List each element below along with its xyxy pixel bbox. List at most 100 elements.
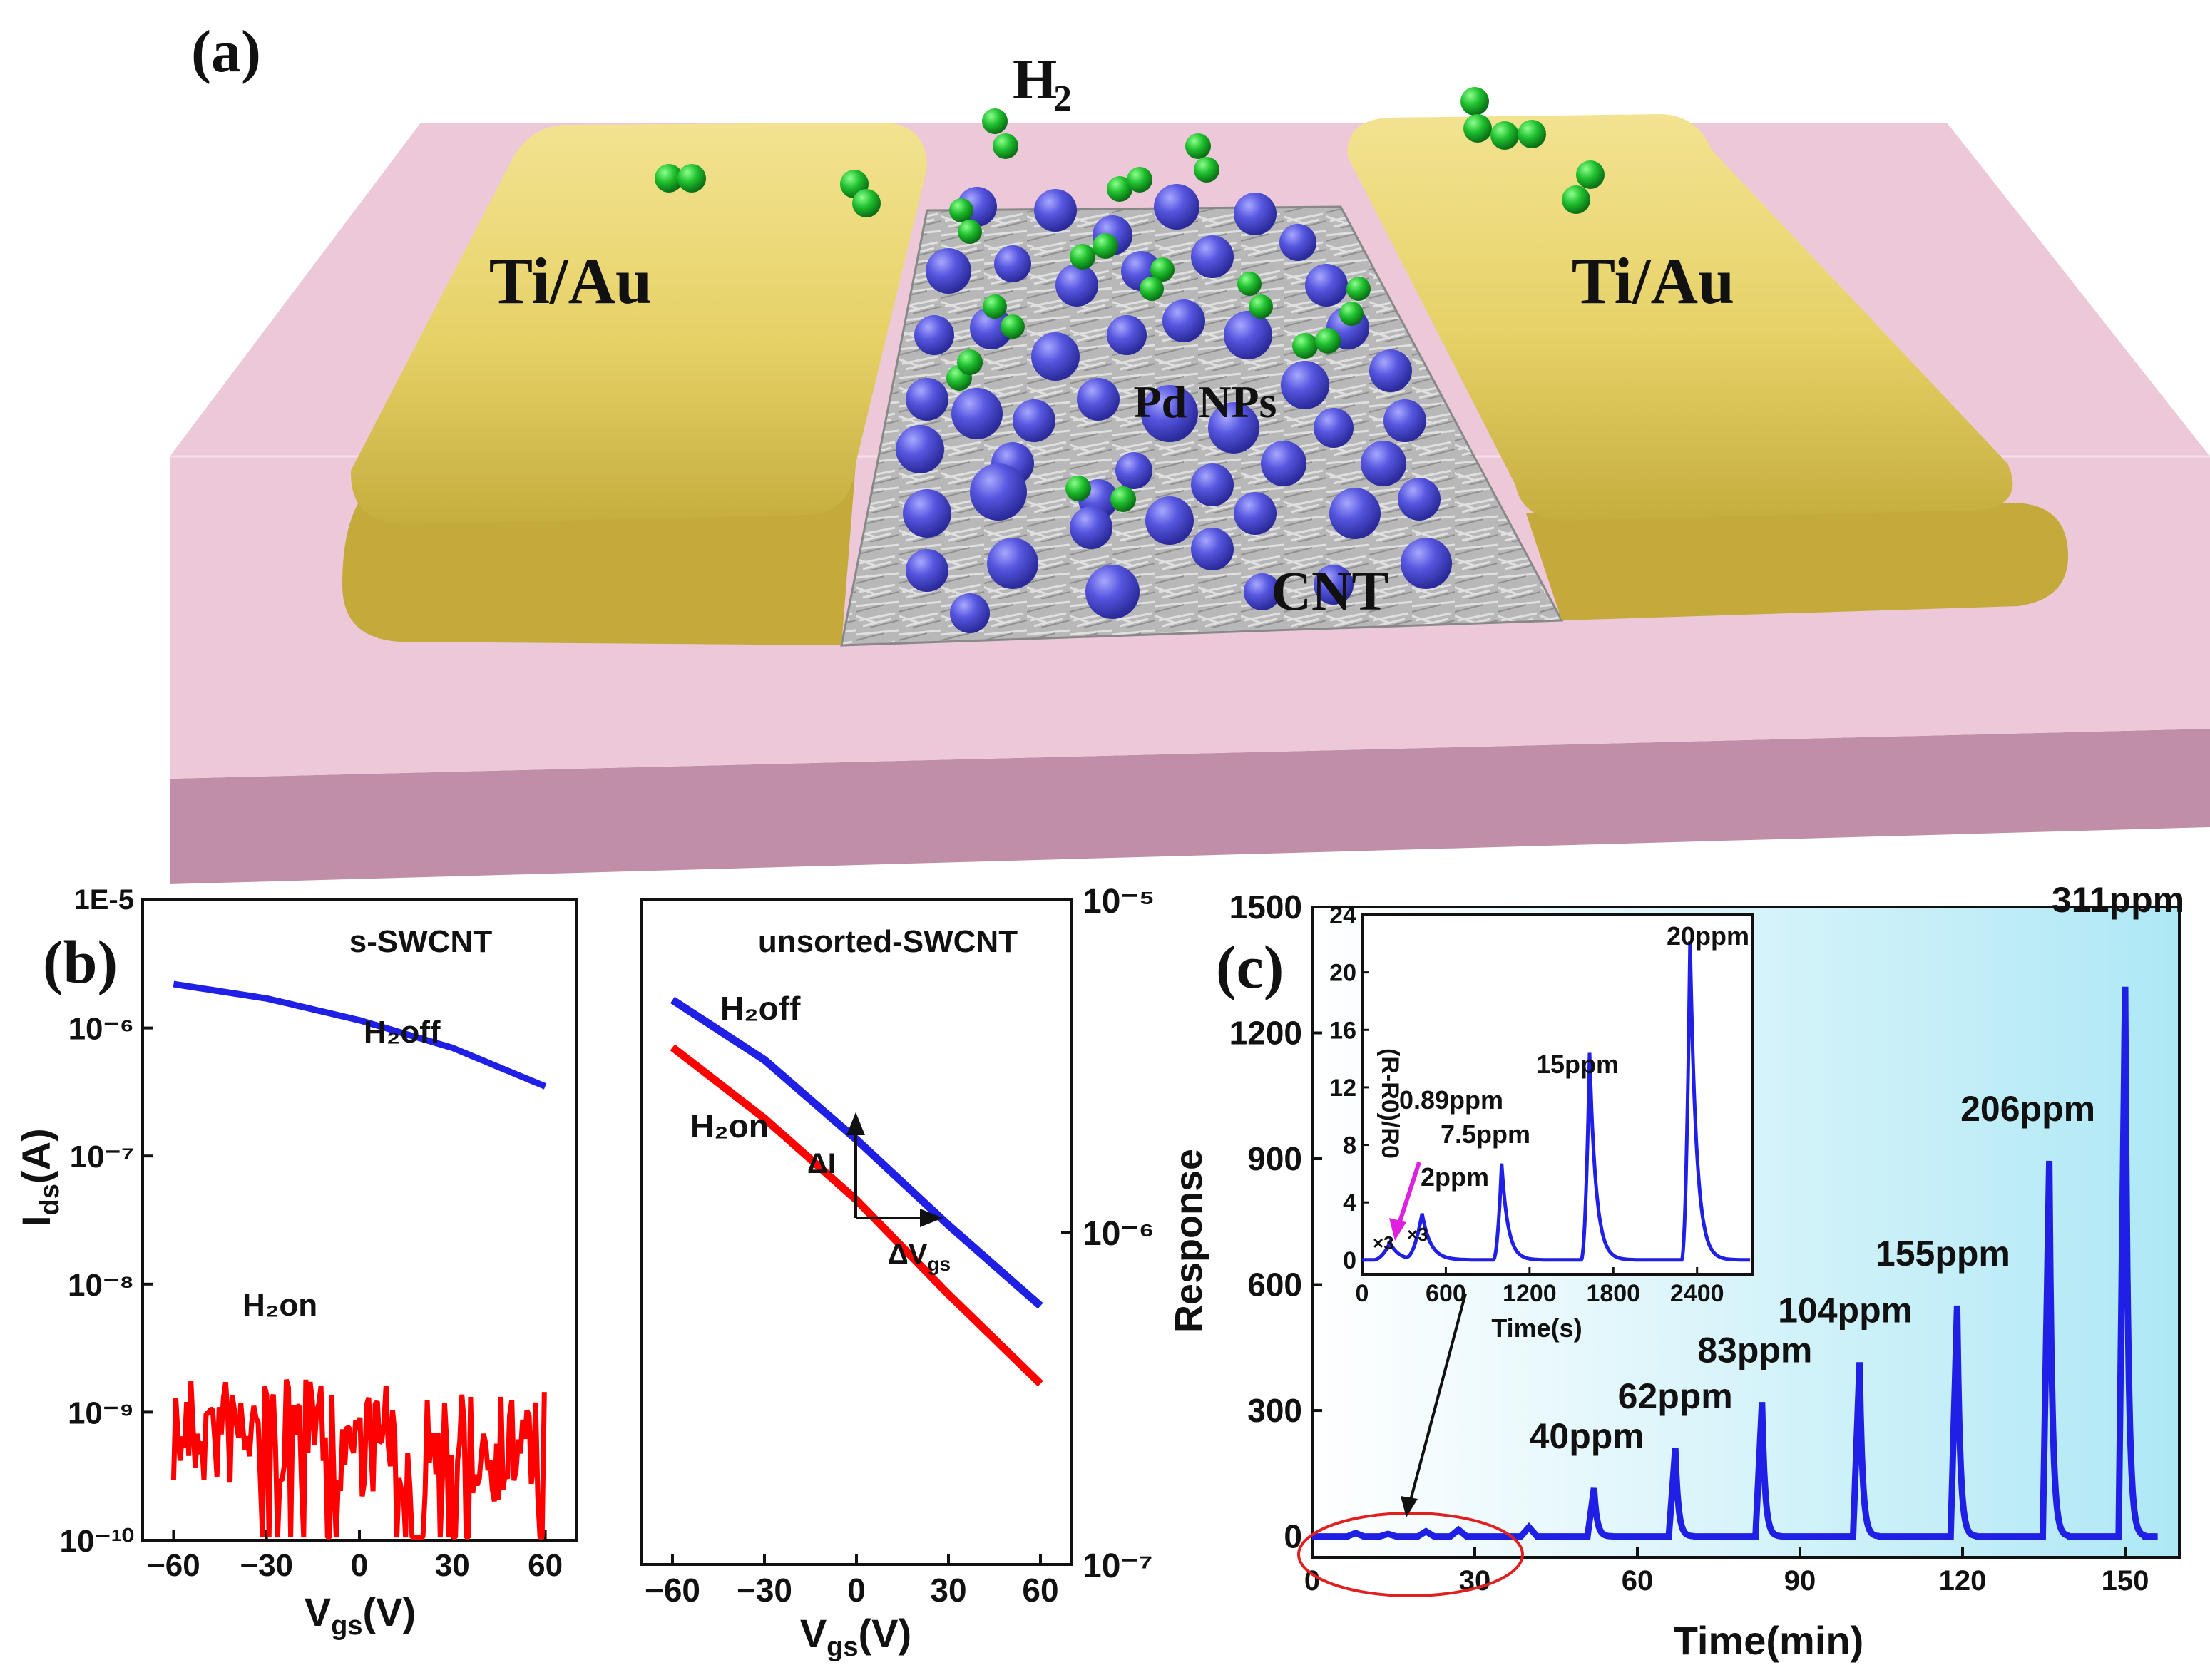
ytick-label: 900 [1247, 1140, 1302, 1177]
xtick-label: 2400 [1670, 1280, 1724, 1307]
peak-label: 155ppm [1876, 1234, 2010, 1274]
h2-gas-label: H 2 [1013, 48, 1072, 119]
title-s-swcnt: s-SWCNT [349, 924, 493, 959]
ytick-label: 1200 [1229, 1015, 1302, 1052]
ticks-b-right: −60 −30 0 30 60 10⁻⁷ 10⁻⁶ 10⁻⁵ [645, 883, 1155, 1609]
ytick-label: 10⁻⁵ [1083, 883, 1155, 921]
series-h2on-b-left [170, 1378, 547, 1540]
inset-xlabel: Time(s) [1491, 1313, 1582, 1343]
hydrogen-molecules [655, 87, 1605, 512]
label-delta-vgs: ΔVgs [888, 1239, 951, 1275]
ytick-label: 8 [1343, 1132, 1356, 1159]
xtick-label: 600 [1426, 1280, 1466, 1307]
ytick-label: 10⁻⁹ [68, 1395, 134, 1430]
xtick-label: 0 [847, 1572, 866, 1609]
ytick-label: 1500 [1229, 888, 1302, 926]
xtick-label: −60 [645, 1572, 700, 1609]
xtick-label: 0 [1356, 1280, 1369, 1307]
inset-peak-label: 7.5ppm [1441, 1120, 1530, 1149]
panel-b-label: (b) [43, 928, 118, 996]
xtick-label: −30 [737, 1572, 792, 1609]
xtick-label: 0 [351, 1548, 368, 1583]
inset-x3-b: ×3 [1407, 1224, 1428, 1245]
panel-a-label: (a) [191, 19, 261, 85]
cnt-label: CNT [1272, 560, 1389, 622]
ticks-inset: 0 600 1200 1800 2400 0 4 8 12 16 20 24 [1329, 902, 1724, 1307]
ytick-label: 10⁻¹⁰ [60, 1524, 134, 1559]
xtick-label: 60 [528, 1548, 563, 1583]
xlabel-vgs-b-right: Vgs(V) [800, 1611, 911, 1662]
ytick-label: 20 [1329, 960, 1356, 987]
xlabel-vgs-b-left: Vgs(V) [305, 1589, 416, 1641]
peak-label: 104ppm [1778, 1290, 1913, 1330]
label-h2on-b-right: H₂on [690, 1107, 769, 1144]
xtick-label: −30 [240, 1548, 293, 1583]
xtick-label: −60 [147, 1548, 200, 1583]
peak-label: 62ppm [1618, 1376, 1733, 1416]
series-response-c [1312, 986, 2158, 1540]
inset-peak-label: 2ppm [1421, 1162, 1489, 1192]
panel-b-left: −60 −30 0 30 60 10⁻¹⁰ 10⁻⁹ 10⁻⁸ 10⁻⁷ 10⁻⁶ (b) 1E-… [14, 884, 578, 1641]
title-unsorted-swcnt: unsorted-SWCNT [758, 924, 1018, 959]
left-electrode [342, 123, 927, 645]
magenta-arrow-head [1389, 1218, 1406, 1241]
series-h2off-b-left [173, 980, 547, 1090]
inset-pointer-line [1407, 1293, 1467, 1509]
ytick-label: 4 [1343, 1189, 1356, 1217]
xtick-label: 60 [1022, 1572, 1058, 1609]
inset-peak-label: 20ppm [1667, 921, 1749, 951]
svg-text:H: H [1013, 48, 1057, 111]
ytick-label: 24 [1329, 902, 1356, 929]
pd-nps-label: Pd NPs [1134, 377, 1277, 427]
svg-text:Ids(A): Ids(A) [14, 1128, 65, 1226]
inset-chart: 0 600 1200 1800 2400 0 4 8 12 16 20 24 0.89ppm 2ppm 7… [1329, 902, 1754, 1343]
panel-b-right: −60 −30 0 30 60 10⁻⁷ 10⁻⁶ 10⁻⁵ unsorted-SWCNT H… [640, 883, 1155, 1662]
label-h2on-b-left: H₂on [242, 1288, 317, 1323]
inset-ylabel: (R-R0)/R0 [1376, 1048, 1403, 1159]
panel-a: (a) H 2 Ti/Au Ti/Au Pd NPs CNT [170, 19, 2210, 884]
xtick-label: 120 [1939, 1565, 1987, 1597]
peak-label: 311ppm [2052, 880, 2184, 920]
xlabel-time-min: Time(min) [1674, 1618, 1864, 1663]
plot-frame-b-right [640, 898, 1073, 1566]
series-inset [1362, 941, 1751, 1262]
right-electrode [1347, 114, 2068, 620]
peak-label: 83ppm [1697, 1330, 1812, 1370]
inset-pointer-head [1401, 1496, 1418, 1517]
peak-label: 40ppm [1530, 1416, 1644, 1456]
xtick-label: 90 [1784, 1565, 1816, 1597]
pd-nanoparticles [896, 184, 1452, 633]
ytick-label: 10⁻⁶ [1083, 1215, 1155, 1253]
svg-text:2: 2 [1053, 78, 1072, 119]
inset-x3-a: ×3 [1373, 1232, 1394, 1254]
ylabel-ids: Ids(A) [14, 1128, 65, 1226]
ytick-label: 10⁻⁸ [68, 1268, 134, 1303]
delta-arrows [846, 1112, 943, 1227]
plot-frame-c [1311, 906, 2181, 1559]
peak-label: 206ppm [1960, 1089, 2095, 1129]
xtick-label: 1800 [1586, 1280, 1640, 1307]
ytick-label: 0 [1343, 1247, 1356, 1274]
electrode-label-left: Ti/Au [489, 245, 652, 317]
xtick-label: 30 [435, 1548, 470, 1583]
panel-c-label: (c) [1216, 933, 1284, 1001]
xtick-label: 1200 [1503, 1280, 1557, 1307]
low-concentration-highlight [1297, 1512, 1524, 1597]
ytick-1e-5: 1E-5 [74, 884, 135, 916]
xtick-label: 150 [2102, 1565, 2149, 1597]
ytick-label: 600 [1247, 1266, 1302, 1303]
label-delta-i: ΔI [807, 1148, 836, 1179]
label-h2off-b-right: H₂off [720, 990, 801, 1027]
inset-peak-label: 15ppm [1536, 1050, 1619, 1079]
electrode-label-right: Ti/Au [1572, 245, 1734, 317]
ytick-label: 10⁻⁷ [1083, 1547, 1153, 1585]
label-h2off-b-left: H₂off [364, 1015, 441, 1050]
peak-labels-inset: 0.89ppm 2ppm 7.5ppm 15ppm 20ppm [1399, 921, 1749, 1192]
magenta-arrow-line [1396, 1162, 1421, 1229]
xtick-label: 60 [1622, 1565, 1654, 1597]
ylabel-response: Response [1167, 1149, 1210, 1333]
substrate-side [170, 729, 2210, 884]
